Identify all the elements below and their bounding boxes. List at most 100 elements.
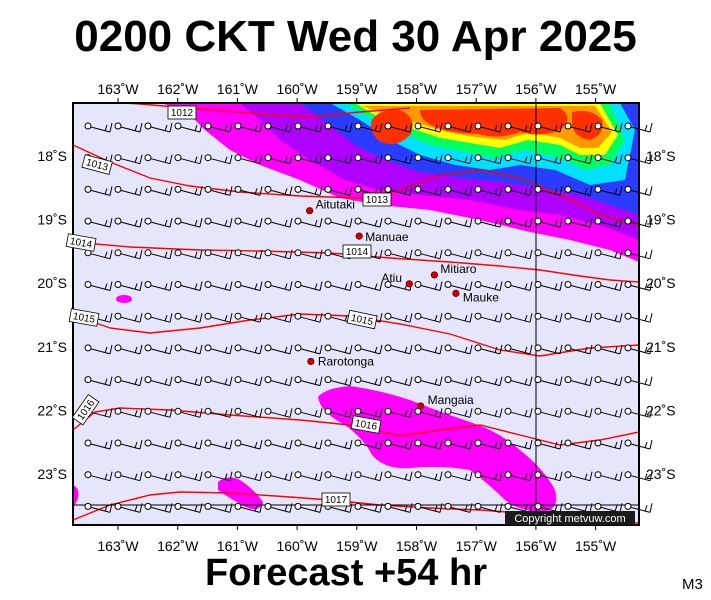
wind-barb [324, 407, 353, 418]
wind-barb [474, 217, 503, 228]
wind-barb [384, 344, 413, 355]
map-title: 0200 CKT Wed 30 Apr 2025 [74, 12, 637, 61]
wind-barb [384, 502, 413, 513]
wind-barb [264, 281, 293, 291]
wind-barb [84, 376, 113, 387]
wind-barb [294, 407, 323, 418]
wind-barb [234, 439, 263, 450]
wind-barb [114, 376, 143, 387]
wind-barb [504, 185, 533, 196]
rain-layer [73, 103, 639, 512]
lon-tick-bottom: 159˚W [336, 538, 378, 554]
lat-tick-right: 18˚S [646, 148, 676, 164]
wind-barb [174, 376, 203, 387]
wind-barb [504, 154, 533, 165]
wind-barb [114, 217, 143, 228]
wind-barb [504, 471, 533, 482]
lat-tick-right: 20˚S [646, 275, 676, 291]
wind-barb [204, 376, 233, 387]
wind-barb [264, 154, 293, 165]
wind-barb [174, 471, 203, 482]
wind-barb [234, 217, 263, 228]
wind-barb [444, 344, 473, 355]
wind-barb [354, 439, 383, 450]
wind-barb [324, 185, 353, 196]
lon-tick-top: 162˚W [157, 81, 199, 97]
wind-barb [294, 439, 323, 450]
wind-barb [354, 344, 383, 355]
wind-barb [264, 344, 293, 355]
wind-barb [384, 439, 413, 450]
wind-barb [444, 185, 473, 196]
svg-text:Aitutaki: Aitutaki [316, 198, 355, 212]
wind-barb [144, 439, 173, 450]
wind-barb [414, 185, 443, 196]
wind-barb [144, 471, 173, 482]
wind-barb [594, 312, 623, 323]
wind-barb [84, 439, 113, 450]
wind-barb [234, 502, 263, 513]
place-aitutaki: Aitutaki [306, 198, 355, 215]
wind-barb [414, 312, 443, 323]
wind-barb [174, 185, 203, 196]
wind-barb [594, 471, 623, 482]
lon-tick-top: 163˚W [97, 81, 139, 97]
wind-barb [174, 249, 203, 260]
wind-barb [204, 407, 233, 418]
wind-barb [474, 439, 503, 450]
lon-tick-top: 157˚W [456, 81, 498, 97]
wind-barb [564, 439, 593, 450]
wind-barb [114, 502, 143, 513]
wind-barb [324, 217, 353, 228]
wind-barb [234, 407, 263, 418]
wind-barb [264, 439, 293, 450]
wind-barb [474, 471, 503, 482]
wind-barb [474, 249, 503, 260]
wind-barb [474, 122, 503, 133]
place-atiu: Atiu [381, 271, 413, 288]
wind-barb [624, 122, 653, 133]
wind-barb [624, 471, 653, 482]
svg-text:Atiu: Atiu [381, 271, 402, 285]
forecast-label: Forecast +54 hr [205, 552, 487, 594]
wind-barb [294, 281, 323, 291]
isobar-label: 1012 [167, 105, 197, 120]
wind-barb [384, 407, 413, 418]
wind-barb [84, 281, 113, 291]
wind-barb [204, 312, 233, 323]
wind-barb [594, 376, 623, 387]
wind-barb [144, 185, 173, 196]
wind-barb [384, 154, 413, 165]
lon-tick-bottom: 163˚W [97, 538, 139, 554]
wind-barb [174, 281, 203, 291]
wind-barb [594, 122, 623, 133]
wind-barb [474, 281, 503, 291]
wind-barb [564, 502, 593, 513]
wind-barb [264, 249, 293, 260]
place-mangaia: Mangaia [417, 393, 474, 410]
rain-patch-west-edge [73, 485, 79, 506]
wind-barb [174, 502, 203, 513]
wind-barb [144, 217, 173, 228]
wind-barb [624, 281, 653, 291]
wind-barb [294, 471, 323, 482]
wind-barb [204, 185, 233, 196]
wind-barb [114, 439, 143, 450]
wind-barb [264, 122, 293, 133]
wind-barb [624, 217, 653, 228]
wind-barb [564, 154, 593, 165]
wind-barb [594, 281, 623, 291]
wind-barb [84, 122, 113, 133]
isobar-label: 1017 [321, 492, 351, 507]
svg-text:1016: 1016 [354, 418, 378, 433]
wind-barb [564, 281, 593, 291]
lat-tick-right: 23˚S [646, 466, 676, 482]
wind-barb [294, 122, 323, 133]
wind-barb [624, 312, 653, 323]
wind-barb [264, 502, 293, 513]
svg-text:1014: 1014 [346, 247, 369, 258]
wind-barb [444, 439, 473, 450]
wind-barb [534, 122, 563, 133]
wind-barb [534, 407, 563, 418]
